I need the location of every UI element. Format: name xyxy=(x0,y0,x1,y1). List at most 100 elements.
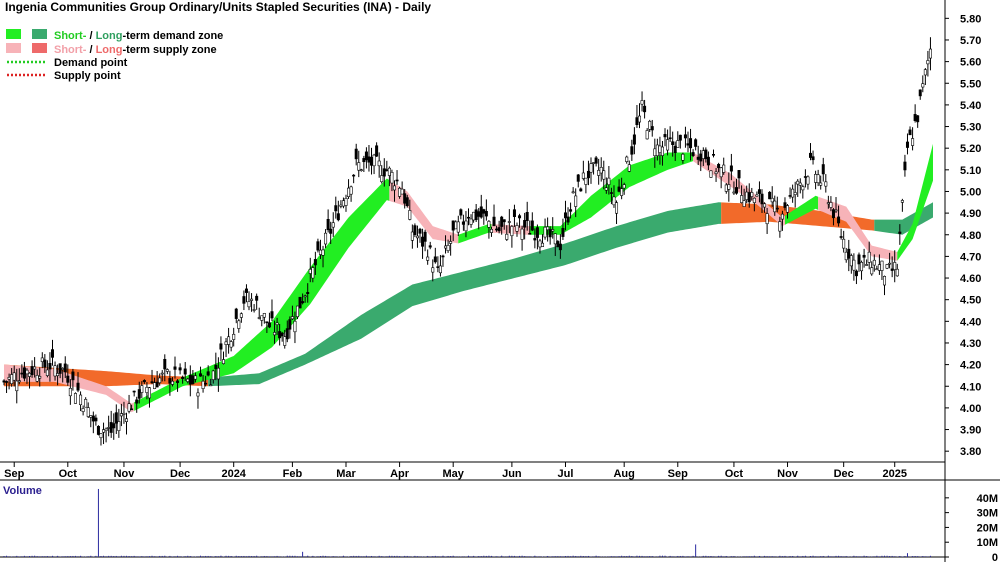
price-bar-body xyxy=(168,378,172,384)
price-bar-body xyxy=(852,259,856,271)
price-bar-body xyxy=(722,164,726,173)
price-tick-label: 5.60 xyxy=(960,57,981,69)
price-bar-body xyxy=(502,219,506,223)
price-bar-body xyxy=(717,163,721,169)
price-bar-body xyxy=(632,134,636,145)
price-bar-body xyxy=(709,170,713,178)
price-bar-body xyxy=(145,386,149,393)
price-tick-label: 4.70 xyxy=(960,251,981,263)
date-tick-label: 2024 xyxy=(221,468,246,480)
price-bar-body xyxy=(454,221,458,230)
price-bar-body xyxy=(237,320,241,329)
price-bar-body xyxy=(528,232,532,235)
price-bar-body xyxy=(193,375,197,380)
date-tick-label: Dec xyxy=(834,468,854,480)
price-bar-body xyxy=(15,380,19,392)
price-bar-body xyxy=(91,415,95,422)
price-bar-body xyxy=(732,191,736,194)
price-bar-body xyxy=(487,221,491,228)
price-bar-body xyxy=(783,202,787,208)
price-bar-body xyxy=(150,381,154,384)
price-bar-body xyxy=(66,375,70,383)
price-bar-body xyxy=(252,309,256,311)
price-bar-body xyxy=(250,298,254,301)
price-bar-body xyxy=(563,212,567,219)
price-bar-body xyxy=(734,187,738,194)
price-tick-label: 5.20 xyxy=(960,143,981,155)
price-bar-body xyxy=(160,372,164,375)
price-bar-body xyxy=(232,333,236,340)
price-bar-body xyxy=(714,171,718,174)
price-bar-body xyxy=(668,137,672,140)
price-bar-body xyxy=(303,295,307,298)
date-tick-label: Sep xyxy=(668,468,688,480)
price-bar-body xyxy=(403,193,407,204)
price-bar-body xyxy=(780,213,784,220)
price-bar-body xyxy=(84,399,88,408)
price-bar-body xyxy=(875,268,879,271)
date-tick-label: Oct xyxy=(725,468,744,480)
price-bar-body xyxy=(283,336,287,346)
price-bar-body xyxy=(63,363,67,373)
price-bar-body xyxy=(653,148,657,157)
price-bar-body xyxy=(535,227,539,238)
price-bar-body xyxy=(505,233,509,240)
price-bar-body xyxy=(663,134,667,138)
price-tick-label: 4.60 xyxy=(960,273,981,285)
price-bar-body xyxy=(99,433,103,439)
price-bar-body xyxy=(643,105,647,113)
price-bar-body xyxy=(880,260,884,271)
price-bar-body xyxy=(763,203,767,208)
price-bar-body xyxy=(446,245,450,251)
price-tick-label: 5.50 xyxy=(960,78,981,90)
price-bar-body xyxy=(227,336,231,345)
price-bar-body xyxy=(586,170,590,179)
price-tick-label: 4.90 xyxy=(960,208,981,220)
price-bar-body xyxy=(808,152,812,158)
price-bar-body xyxy=(584,177,588,185)
price-bar-body xyxy=(318,249,322,255)
price-bar-body xyxy=(224,341,228,345)
price-bar-body xyxy=(622,184,626,189)
date-tick-label: Nov xyxy=(777,468,799,480)
price-bar-body xyxy=(280,332,284,337)
price-bar-body xyxy=(683,134,687,139)
price-bar-body xyxy=(617,186,621,192)
price-bar-body xyxy=(913,114,917,121)
price-tick-label: 4.80 xyxy=(960,230,981,242)
price-bar-body xyxy=(699,153,703,162)
price-bar-body xyxy=(426,256,430,261)
price-bar-body xyxy=(61,368,65,370)
price-bar-body xyxy=(12,372,16,381)
price-bar-body xyxy=(25,369,29,375)
price-bar-body xyxy=(696,156,700,160)
price-bar-body xyxy=(765,213,769,225)
price-bar-body xyxy=(35,375,39,382)
price-bar-body xyxy=(275,322,279,325)
price-bar-body xyxy=(30,366,34,376)
price-bar-body xyxy=(114,412,118,424)
price-bar-body xyxy=(451,220,455,231)
price-bar-body xyxy=(221,359,225,364)
price-tick-label: 3.90 xyxy=(960,425,981,437)
price-bar-body xyxy=(860,261,864,272)
price-bar-body xyxy=(178,367,182,371)
price-bar-body xyxy=(479,206,483,218)
date-tick-label: Mar xyxy=(336,468,356,480)
price-bar-body xyxy=(336,213,340,221)
price-bar-body xyxy=(211,370,215,380)
price-bar-body xyxy=(752,197,756,203)
price-bar-body xyxy=(678,134,682,141)
price-tick-label: 4.10 xyxy=(960,381,981,393)
price-bar-body xyxy=(79,394,83,406)
price-bar-body xyxy=(117,421,121,431)
price-bar-body xyxy=(20,372,24,375)
price-bar-body xyxy=(757,189,761,194)
price-bar-body xyxy=(635,117,639,126)
price-bar-body xyxy=(354,148,358,160)
price-bar-body xyxy=(900,200,904,203)
price-bar-body xyxy=(40,357,44,362)
price-bar-body xyxy=(147,387,151,399)
price-bar-body xyxy=(877,264,881,271)
short-term-zone-supply xyxy=(818,196,898,261)
